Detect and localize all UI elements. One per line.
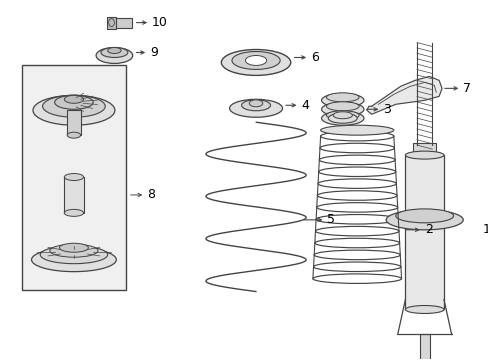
Ellipse shape — [33, 95, 115, 125]
Ellipse shape — [55, 95, 93, 109]
Text: 6: 6 — [310, 51, 318, 64]
Ellipse shape — [241, 100, 270, 111]
Ellipse shape — [64, 95, 83, 103]
Ellipse shape — [221, 50, 290, 75]
Ellipse shape — [60, 243, 88, 252]
Ellipse shape — [327, 113, 357, 123]
Text: 8: 8 — [147, 188, 155, 202]
FancyBboxPatch shape — [67, 110, 81, 135]
Ellipse shape — [321, 102, 363, 116]
Ellipse shape — [64, 174, 83, 180]
Ellipse shape — [64, 210, 83, 216]
FancyBboxPatch shape — [419, 334, 428, 360]
Text: 10: 10 — [152, 16, 167, 29]
FancyBboxPatch shape — [106, 17, 116, 28]
FancyBboxPatch shape — [405, 155, 443, 310]
Text: 2: 2 — [424, 223, 432, 236]
Text: 9: 9 — [150, 46, 158, 59]
Text: 4: 4 — [301, 99, 308, 112]
Ellipse shape — [96, 48, 132, 63]
Ellipse shape — [325, 93, 358, 102]
Ellipse shape — [231, 51, 280, 69]
Polygon shape — [366, 76, 441, 114]
FancyBboxPatch shape — [64, 177, 83, 213]
Ellipse shape — [395, 209, 453, 223]
FancyBboxPatch shape — [114, 18, 131, 28]
Text: 7: 7 — [462, 82, 470, 95]
Ellipse shape — [325, 111, 358, 120]
Ellipse shape — [405, 306, 443, 314]
Ellipse shape — [229, 99, 282, 117]
Ellipse shape — [332, 112, 352, 119]
Ellipse shape — [107, 48, 121, 54]
Ellipse shape — [320, 125, 393, 135]
FancyBboxPatch shape — [22, 66, 126, 289]
FancyBboxPatch shape — [412, 143, 435, 157]
Ellipse shape — [40, 246, 107, 264]
Ellipse shape — [31, 248, 116, 272]
Ellipse shape — [249, 100, 262, 107]
Ellipse shape — [325, 102, 358, 111]
Ellipse shape — [386, 210, 462, 230]
Ellipse shape — [405, 151, 443, 159]
Ellipse shape — [42, 95, 105, 117]
Ellipse shape — [321, 111, 363, 125]
Text: 1: 1 — [482, 223, 488, 236]
Text: 5: 5 — [326, 213, 335, 226]
Ellipse shape — [245, 55, 266, 66]
Text: 3: 3 — [383, 103, 390, 116]
Ellipse shape — [321, 93, 363, 107]
Ellipse shape — [412, 153, 435, 161]
Ellipse shape — [67, 132, 81, 138]
Ellipse shape — [50, 244, 98, 257]
Ellipse shape — [101, 48, 128, 58]
